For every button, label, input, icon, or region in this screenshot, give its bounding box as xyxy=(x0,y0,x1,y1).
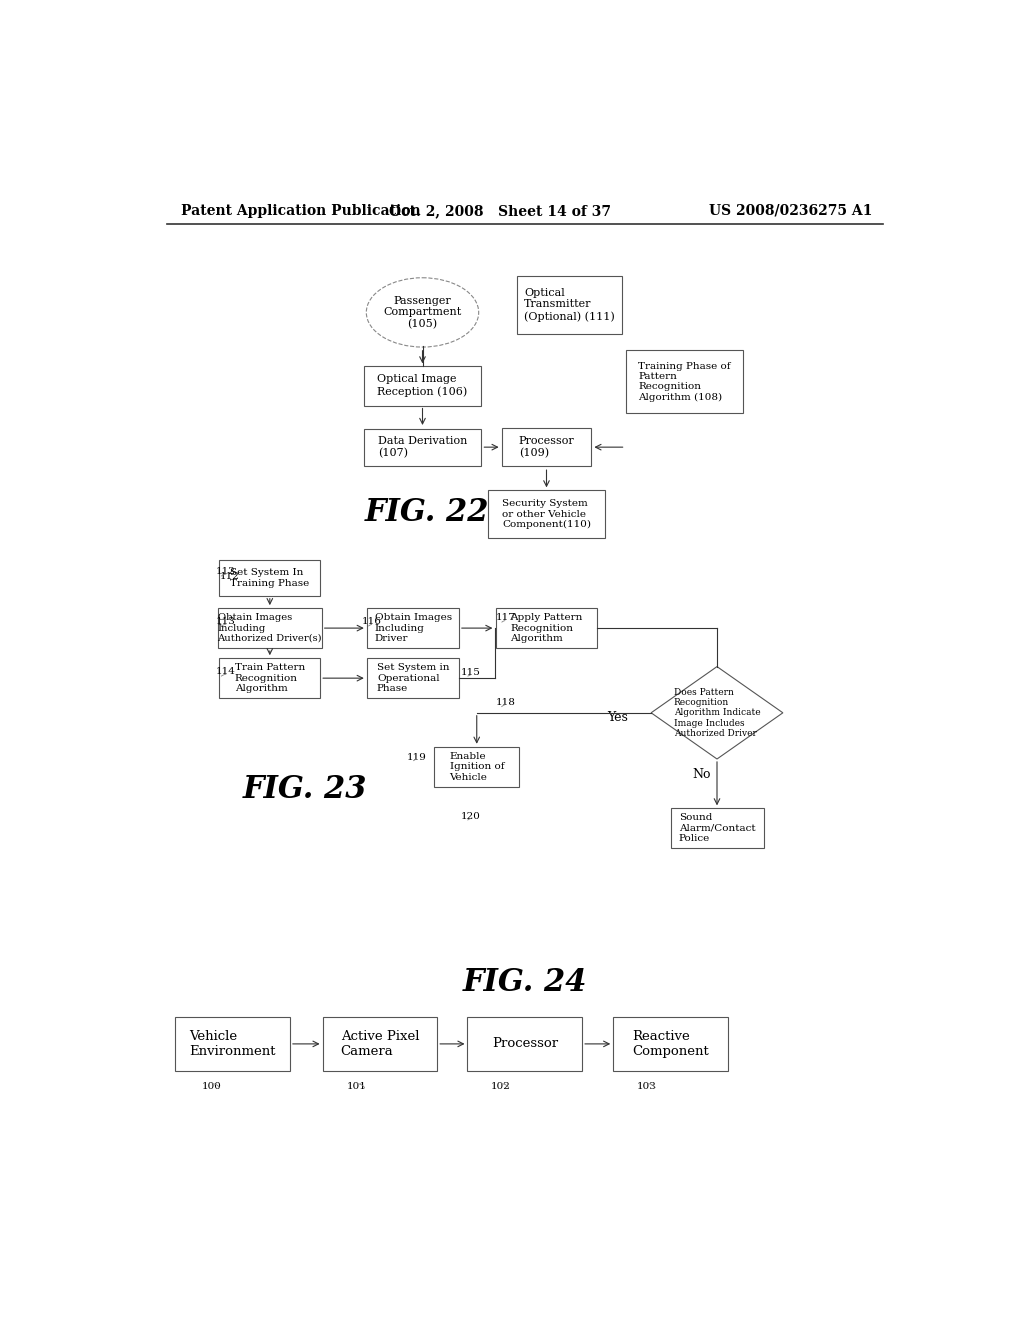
Text: FIG. 22: FIG. 22 xyxy=(365,498,488,528)
Text: 115: 115 xyxy=(461,668,481,677)
Text: Reactive
Component: Reactive Component xyxy=(632,1030,709,1057)
FancyBboxPatch shape xyxy=(517,276,622,334)
Text: 117: 117 xyxy=(496,612,515,622)
Text: 119: 119 xyxy=(407,752,427,762)
FancyBboxPatch shape xyxy=(496,609,597,648)
Text: Patent Application Publication: Patent Application Publication xyxy=(180,203,420,218)
Text: Apply Pattern
Recognition
Algorithm: Apply Pattern Recognition Algorithm xyxy=(510,614,583,643)
Text: 103: 103 xyxy=(637,1082,657,1092)
FancyBboxPatch shape xyxy=(467,1016,583,1071)
Text: Optical Image
Reception (106): Optical Image Reception (106) xyxy=(378,375,468,397)
Text: 118: 118 xyxy=(496,697,515,706)
Text: 120: 120 xyxy=(461,812,481,821)
Text: Security System
or other Vehicle
Component(110): Security System or other Vehicle Compone… xyxy=(502,499,591,529)
FancyBboxPatch shape xyxy=(626,350,743,413)
Text: 114: 114 xyxy=(216,668,236,676)
FancyBboxPatch shape xyxy=(368,609,459,648)
FancyBboxPatch shape xyxy=(219,560,321,595)
Text: 112: 112 xyxy=(216,568,236,577)
FancyBboxPatch shape xyxy=(365,429,480,466)
Text: Training Phase of
Pattern
Recognition
Algorithm (108): Training Phase of Pattern Recognition Al… xyxy=(638,362,731,401)
Text: Oct. 2, 2008   Sheet 14 of 37: Oct. 2, 2008 Sheet 14 of 37 xyxy=(389,203,611,218)
Text: Processor: Processor xyxy=(492,1038,558,1051)
Text: 102: 102 xyxy=(490,1082,511,1092)
Text: No: No xyxy=(692,768,711,781)
Text: Vehicle
Environment: Vehicle Environment xyxy=(189,1030,275,1057)
Text: 100: 100 xyxy=(202,1082,221,1092)
Text: Active Pixel
Camera: Active Pixel Camera xyxy=(341,1030,419,1057)
Text: Obtain Images
Including
Authorized Driver(s): Obtain Images Including Authorized Drive… xyxy=(217,614,323,643)
Text: Set System In
Training Phase: Set System In Training Phase xyxy=(230,569,309,587)
Text: Does Pattern
Recognition
Algorithm Indicate
Image Includes
Authorized Driver: Does Pattern Recognition Algorithm Indic… xyxy=(674,688,760,738)
Text: Enable
Ignition of
Vehicle: Enable Ignition of Vehicle xyxy=(450,752,504,781)
Text: Passenger
Compartment
(105): Passenger Compartment (105) xyxy=(383,296,462,329)
Text: 101: 101 xyxy=(346,1082,367,1092)
Text: Optical
Transmitter
(Optional) (111): Optical Transmitter (Optional) (111) xyxy=(524,288,615,322)
Text: 116: 116 xyxy=(362,618,382,627)
FancyBboxPatch shape xyxy=(613,1016,728,1071)
Text: FIG. 23: FIG. 23 xyxy=(243,775,368,805)
Text: Set System in
Operational
Phase: Set System in Operational Phase xyxy=(377,663,450,693)
Text: 112: 112 xyxy=(219,572,240,581)
Text: US 2008/0236275 A1: US 2008/0236275 A1 xyxy=(709,203,872,218)
FancyBboxPatch shape xyxy=(323,1016,437,1071)
Text: 113: 113 xyxy=(216,618,236,627)
FancyBboxPatch shape xyxy=(368,659,459,698)
Text: Yes: Yes xyxy=(607,711,628,723)
FancyBboxPatch shape xyxy=(434,747,519,787)
FancyBboxPatch shape xyxy=(217,609,323,648)
FancyBboxPatch shape xyxy=(502,428,591,466)
Text: Data Derivation
(107): Data Derivation (107) xyxy=(378,436,467,458)
Text: Obtain Images
Including
Driver: Obtain Images Including Driver xyxy=(375,614,452,643)
Text: Train Pattern
Recognition
Algorithm: Train Pattern Recognition Algorithm xyxy=(234,663,305,693)
Polygon shape xyxy=(651,667,783,759)
Text: FIG. 24: FIG. 24 xyxy=(463,966,587,998)
FancyBboxPatch shape xyxy=(219,659,321,698)
Ellipse shape xyxy=(367,277,478,347)
FancyBboxPatch shape xyxy=(671,808,764,849)
FancyBboxPatch shape xyxy=(488,490,604,539)
FancyBboxPatch shape xyxy=(175,1016,290,1071)
Text: Sound
Alarm/Contact
Police: Sound Alarm/Contact Police xyxy=(679,813,756,843)
FancyBboxPatch shape xyxy=(365,366,480,405)
Text: Processor
(109): Processor (109) xyxy=(518,436,574,458)
